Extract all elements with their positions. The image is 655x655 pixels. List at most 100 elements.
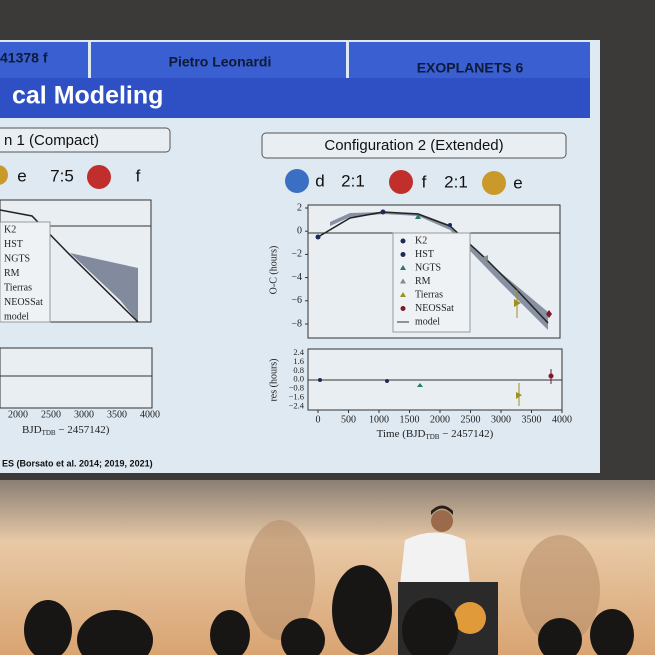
x-tick-label: 3000 bbox=[74, 409, 94, 420]
legend-symbol bbox=[400, 252, 406, 257]
config-box bbox=[0, 127, 171, 153]
planet-label: d bbox=[315, 171, 324, 190]
planet-e bbox=[482, 171, 506, 195]
k2-point bbox=[315, 234, 321, 240]
shadow bbox=[520, 535, 600, 645]
x-tick-label: 0 bbox=[316, 414, 321, 425]
y-tick-label: −2 bbox=[291, 249, 302, 260]
residual-frame bbox=[0, 347, 153, 409]
x-tick-label: 3000 bbox=[491, 414, 511, 425]
y-tick-label: 0.8 bbox=[293, 365, 304, 375]
config-label: n 1 (Compact) bbox=[4, 132, 99, 149]
y-axis-label: O-C (hours) bbox=[268, 246, 279, 295]
legend-entry: NGTS bbox=[415, 262, 441, 273]
legend-symbol bbox=[400, 265, 406, 270]
legend-entry: NEOSSat bbox=[415, 303, 454, 314]
y-tick-label: 2.4 bbox=[293, 347, 304, 357]
planet-label: 2:1 bbox=[444, 172, 468, 191]
y-tick-label: −4 bbox=[291, 272, 302, 283]
y-tick-label: 2 bbox=[297, 202, 302, 213]
planet-e bbox=[0, 165, 8, 185]
presenter-hair bbox=[431, 505, 453, 515]
x-tick-label: 2500 bbox=[41, 409, 61, 420]
header-bar bbox=[0, 42, 590, 78]
y-tick-label: −6 bbox=[291, 295, 302, 306]
citation: ES (Borsato et al. 2014; 2019, 2021) bbox=[2, 458, 153, 468]
header-cell: 41378 f bbox=[0, 50, 48, 66]
label-part: − 2457142) bbox=[56, 424, 110, 436]
shadow bbox=[245, 520, 315, 640]
config-box bbox=[261, 132, 567, 159]
legend-entry: Tierras bbox=[4, 282, 32, 293]
audience bbox=[24, 565, 634, 655]
y-tick-label: 1.6 bbox=[293, 356, 304, 366]
legend-entry: model bbox=[4, 311, 29, 322]
tierras-point bbox=[514, 299, 521, 307]
legend-entry: model bbox=[415, 316, 440, 327]
x-axis-label: Time (BJDTDB − 2457142) bbox=[377, 428, 494, 441]
planet-f bbox=[87, 165, 111, 189]
x-tick-label: 3500 bbox=[107, 409, 127, 420]
label-sub: TDB bbox=[425, 433, 439, 441]
legend-entry: RM bbox=[4, 268, 20, 279]
label-sub: TDB bbox=[42, 429, 56, 437]
label-part: Time (BJD bbox=[377, 428, 426, 440]
y-axis-label: res (hours) bbox=[268, 358, 279, 401]
residual-point bbox=[548, 373, 554, 379]
neossat-point bbox=[546, 310, 552, 318]
residual-point bbox=[318, 378, 322, 382]
legend-symbol bbox=[400, 278, 406, 284]
x-tick-label: 4000 bbox=[552, 414, 572, 425]
planet-label: 2:1 bbox=[341, 171, 365, 190]
presenter-shirt bbox=[400, 532, 470, 585]
x-tick-label: 2000 bbox=[430, 414, 450, 425]
x-tick-label: 2500 bbox=[461, 414, 481, 425]
legend bbox=[0, 221, 51, 323]
header-cell: Pietro Leonardi bbox=[169, 54, 272, 70]
legend-entry: HST bbox=[4, 239, 23, 250]
legend-entry: Tierras bbox=[415, 289, 443, 300]
y-tick-label: −8 bbox=[291, 318, 302, 329]
x-tick-label: 500 bbox=[341, 414, 356, 425]
title-bar bbox=[0, 78, 590, 118]
legend-entry: K2 bbox=[4, 224, 16, 235]
x-axis-label: BJDTDB − 2457142) bbox=[22, 424, 110, 437]
legend-entry: NEOSSat bbox=[4, 297, 43, 308]
model-curve bbox=[317, 211, 549, 324]
planet-label: f bbox=[422, 172, 427, 191]
legend-symbol bbox=[400, 306, 406, 311]
legend-entry: RM bbox=[415, 276, 431, 287]
x-tick-label: 3500 bbox=[522, 414, 542, 425]
residual-point bbox=[417, 383, 423, 387]
presenter-head bbox=[431, 510, 453, 532]
header-cell: EXOPLANETS 6 bbox=[417, 60, 524, 76]
y-tick-label: −0.8 bbox=[289, 383, 304, 393]
x-tick-label: 2000 bbox=[8, 409, 28, 420]
x-tick-label: 4000 bbox=[140, 409, 160, 420]
y-tick-label: −2.4 bbox=[289, 400, 305, 410]
x-tick-label: 1500 bbox=[400, 414, 420, 425]
legend-entry: NGTS bbox=[4, 253, 30, 264]
y-tick-label: −1.6 bbox=[289, 391, 304, 401]
planet-d bbox=[285, 169, 309, 193]
legend-symbol bbox=[400, 238, 406, 244]
planet-label: e bbox=[17, 166, 26, 185]
rm-point bbox=[482, 255, 488, 261]
config-label: Configuration 2 (Extended) bbox=[324, 137, 503, 154]
model-band bbox=[70, 253, 138, 322]
slide-title: cal Modeling bbox=[12, 82, 163, 110]
legend-entry: HST bbox=[415, 249, 434, 260]
planet-f bbox=[389, 170, 413, 194]
label-part: BJD bbox=[22, 424, 42, 436]
divider bbox=[88, 42, 91, 78]
x-tick-label: 1000 bbox=[369, 414, 389, 425]
legend-entry: K2 bbox=[415, 235, 427, 246]
ngts-point bbox=[415, 214, 421, 219]
planet-label: f bbox=[136, 166, 141, 185]
y-tick-label: 0 bbox=[297, 225, 302, 236]
residual-point bbox=[516, 392, 522, 399]
planet-label: 7:5 bbox=[50, 166, 74, 185]
podium-logo bbox=[454, 602, 486, 634]
label-part: − 2457142) bbox=[439, 428, 493, 440]
